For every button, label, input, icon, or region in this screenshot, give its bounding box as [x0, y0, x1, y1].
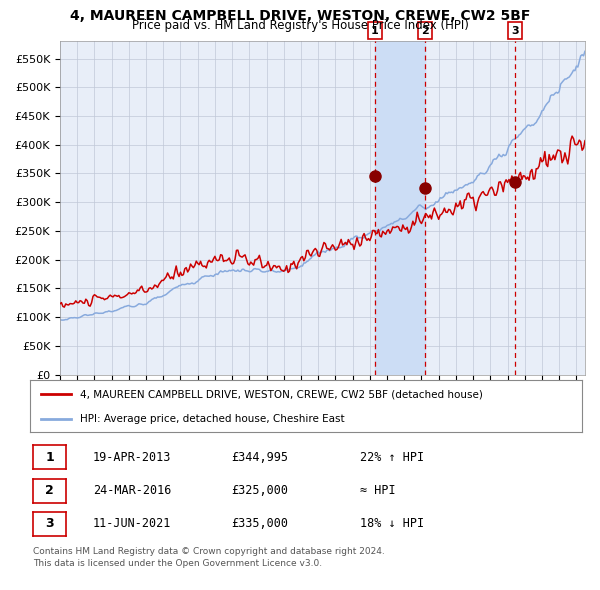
Text: 19-APR-2013: 19-APR-2013 [93, 451, 172, 464]
Text: £335,000: £335,000 [231, 517, 288, 530]
Text: Price paid vs. HM Land Registry's House Price Index (HPI): Price paid vs. HM Land Registry's House … [131, 19, 469, 32]
Text: 2: 2 [45, 484, 54, 497]
Text: 18% ↓ HPI: 18% ↓ HPI [360, 517, 424, 530]
Text: 1: 1 [45, 451, 54, 464]
Text: HPI: Average price, detached house, Cheshire East: HPI: Average price, detached house, Ches… [80, 414, 344, 424]
Text: 3: 3 [45, 517, 54, 530]
Text: 1: 1 [371, 26, 379, 36]
Text: Contains HM Land Registry data © Crown copyright and database right 2024.: Contains HM Land Registry data © Crown c… [33, 547, 385, 556]
Text: 4, MAUREEN CAMPBELL DRIVE, WESTON, CREWE, CW2 5BF (detached house): 4, MAUREEN CAMPBELL DRIVE, WESTON, CREWE… [80, 389, 482, 399]
Text: 4, MAUREEN CAMPBELL DRIVE, WESTON, CREWE, CW2 5BF: 4, MAUREEN CAMPBELL DRIVE, WESTON, CREWE… [70, 9, 530, 23]
Text: 11-JUN-2021: 11-JUN-2021 [93, 517, 172, 530]
Text: 3: 3 [511, 26, 519, 36]
Text: £344,995: £344,995 [231, 451, 288, 464]
Text: £325,000: £325,000 [231, 484, 288, 497]
Text: This data is licensed under the Open Government Licence v3.0.: This data is licensed under the Open Gov… [33, 559, 322, 568]
Text: 24-MAR-2016: 24-MAR-2016 [93, 484, 172, 497]
Bar [375, 41, 425, 375]
Text: 22% ↑ HPI: 22% ↑ HPI [360, 451, 424, 464]
Text: ≈ HPI: ≈ HPI [360, 484, 395, 497]
Text: 2: 2 [421, 26, 429, 36]
